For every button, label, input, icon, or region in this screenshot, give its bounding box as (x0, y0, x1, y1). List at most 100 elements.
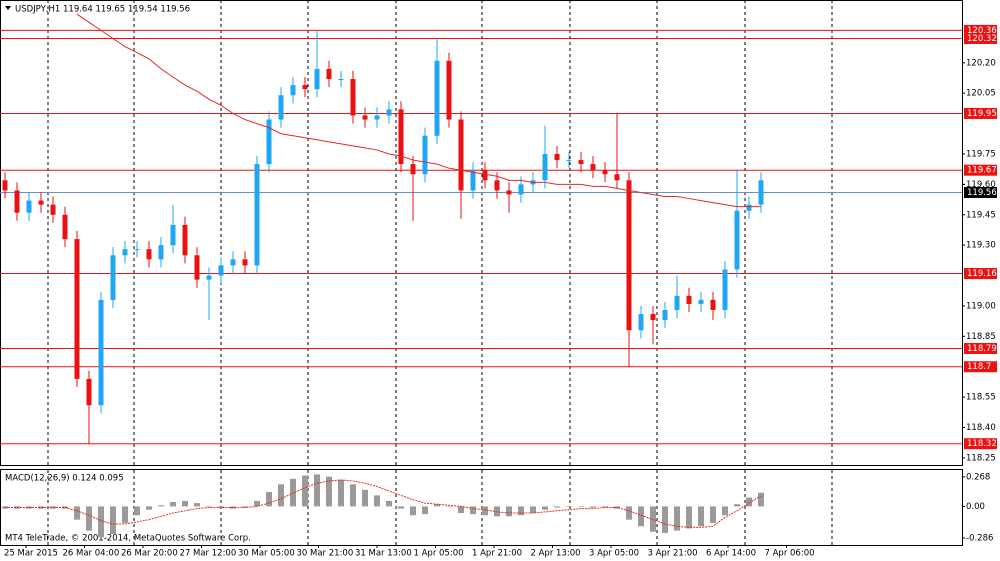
macd-bar (674, 506, 680, 531)
y-tick-label: 120.05 (966, 89, 996, 99)
candle-body (614, 174, 620, 181)
y-tick-label: 118.40 (966, 423, 996, 433)
candle-body (398, 109, 404, 165)
candle-body (674, 295, 680, 310)
level-label-box (964, 268, 997, 280)
macd-bar (458, 506, 464, 514)
macd-bar (290, 478, 296, 507)
candle-body (698, 299, 704, 304)
candle-body (50, 204, 56, 215)
macd-bar (590, 506, 596, 508)
y-tick-label: 118.85 (966, 332, 996, 342)
x-tick-label: 30 Mar 05:00 (238, 549, 295, 559)
candle-body (410, 164, 416, 175)
x-tick-label: 3 Apr 05:00 (589, 549, 639, 559)
macd-bar (422, 506, 428, 515)
candle-body (254, 164, 260, 266)
macd-bar (350, 484, 356, 507)
x-tick-label: 26 Mar 20:00 (121, 549, 178, 559)
candle-body (122, 249, 128, 256)
candle-body (710, 299, 716, 310)
x-tick-label: 1 Apr 21:00 (472, 549, 522, 559)
x-tick-label: 1 Apr 05:00 (414, 549, 464, 559)
macd-bar (254, 500, 260, 507)
macd-bar (710, 506, 716, 523)
macd-bar (338, 479, 344, 507)
y-tick-label: 119.75 (966, 149, 996, 159)
candle-body (482, 170, 488, 181)
candle-body (458, 119, 464, 191)
candle-body (518, 184, 524, 195)
candle-body (602, 170, 608, 175)
x-tick-label: 7 Apr 06:00 (765, 549, 815, 559)
candle-body (506, 190, 512, 195)
level-label-box (964, 32, 997, 44)
candle-body (638, 314, 644, 331)
macd-bar (134, 506, 140, 516)
candle-body (374, 115, 380, 120)
level-label-box (964, 342, 997, 354)
macd-bar (302, 475, 308, 507)
candle-body (470, 170, 476, 191)
y-tick-label: 120.20 (966, 58, 996, 68)
macd-bar (158, 505, 164, 507)
level-label-box (964, 438, 997, 450)
x-tick-label: 27 Mar 12:00 (180, 549, 237, 559)
level-label: 120.36 (967, 26, 997, 36)
candle-body (194, 255, 200, 280)
candle-body (314, 68, 320, 90)
candle-body (110, 255, 116, 300)
candle-body (566, 160, 572, 162)
macd-bar (218, 506, 224, 508)
chart-title: USDJPY,H1 119.64 119.65 119.54 119.56 (15, 5, 190, 15)
current-label: 119.56 (967, 188, 997, 198)
macd-bar (182, 500, 188, 507)
x-tick-label: 30 Mar 21:00 (297, 549, 354, 559)
macd-bar (374, 495, 380, 507)
level-label-box (964, 107, 997, 119)
macd-bar (362, 489, 368, 507)
candle-body (386, 109, 392, 116)
level-label: 119.67 (967, 166, 997, 176)
candle-body (434, 60, 440, 136)
macd-bar (326, 476, 332, 507)
candle-body (746, 204, 752, 211)
current-label-box (964, 186, 997, 198)
candle-body (14, 190, 20, 213)
macd-bar (518, 506, 524, 516)
candle-body (74, 239, 80, 379)
candle-body (206, 275, 212, 280)
macd-bar (206, 506, 212, 507)
candle-body (662, 309, 668, 321)
macd-bar (482, 506, 488, 516)
candle-body (686, 295, 692, 304)
candle-body (338, 79, 344, 81)
macd-bar (74, 506, 80, 520)
candle-body (38, 200, 44, 205)
y-tick-label: 119.30 (966, 241, 996, 251)
candle-body (290, 85, 296, 96)
candle-body (134, 249, 140, 251)
y-tick-label: 119.45 (966, 210, 996, 220)
macd-signal (5, 479, 762, 528)
candle-body (494, 180, 500, 191)
level-label: 118.7 (967, 362, 991, 372)
x-tick-label: 6 Apr 14:00 (706, 549, 756, 559)
x-tick-label: 31 Mar 13:00 (355, 549, 412, 559)
candle-body (554, 153, 560, 161)
macd-bar (314, 474, 320, 507)
macd-bar (758, 492, 764, 507)
candle-body (26, 200, 32, 213)
candle-body (626, 180, 632, 331)
candle-body (362, 115, 368, 120)
macd-bar (542, 506, 548, 510)
level-label: 120.32 (967, 34, 997, 44)
level-label: 118.32 (967, 439, 997, 449)
macd-bar (722, 506, 728, 516)
x-tick-label: 2 Apr 13:00 (531, 549, 581, 559)
macd-bar (698, 506, 704, 527)
macd-bar (746, 497, 752, 507)
y-tick-label: 119.60 (966, 180, 996, 190)
macd-tick-label: 0.268 (966, 472, 990, 482)
